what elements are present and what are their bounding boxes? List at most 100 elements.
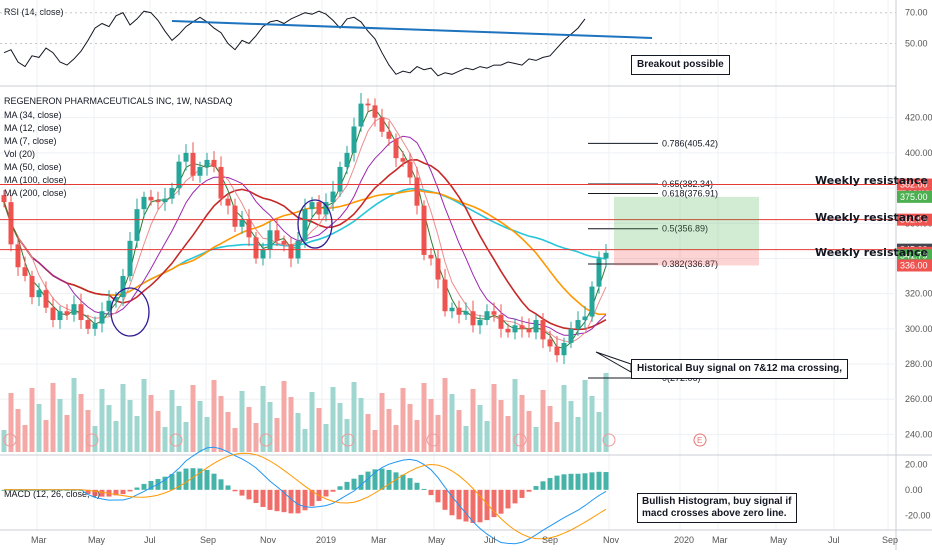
candle-body: [267, 230, 273, 250]
candle-body: [232, 205, 238, 227]
volume-bar: [435, 415, 441, 452]
macd-histogram-bar: [113, 489, 119, 496]
macd-histogram-bar: [176, 471, 182, 490]
volume-bar: [589, 396, 595, 452]
macd-tick-label: 0.00: [905, 485, 923, 495]
rsi-trendline: [171, 20, 653, 39]
macd-histogram-bar: [358, 474, 364, 490]
volume-bar: [407, 404, 413, 452]
price-tag: [897, 190, 932, 203]
macd-histogram-bar: [540, 481, 546, 490]
macd-histogram-bar: [582, 473, 588, 490]
macd-histogram-bar: [477, 489, 483, 523]
macd-histogram-bar: [239, 489, 245, 496]
candle-body: [435, 258, 441, 280]
x-axis-label: May: [428, 535, 446, 545]
x-axis-label: Mar: [31, 535, 47, 545]
candle-body: [372, 105, 378, 118]
x-axis-label: Nov: [603, 535, 620, 545]
candle-body: [554, 346, 560, 356]
macd-histogram-bar: [1, 489, 7, 491]
macd-histogram-bar: [442, 489, 448, 510]
volume-bar: [43, 420, 49, 452]
candle-body: [64, 311, 70, 315]
macd-histogram-bar: [204, 469, 210, 490]
macd-note: Bullish Histogram, buy signal if macd cr…: [637, 493, 797, 523]
macd-histogram-bar: [428, 489, 434, 496]
candle-body: [484, 311, 490, 321]
candle-body: [526, 328, 532, 333]
candle-body: [407, 161, 413, 178]
drawing-overlays: 0.786(405.42) 0.65(382.34)0.618(376.91) 0.…: [0, 138, 896, 447]
volume-bar: [281, 381, 287, 452]
volume-bar: [134, 416, 140, 452]
macd-histogram-bar: [15, 489, 21, 491]
signal-line: [4, 452, 607, 540]
price-tick-label: 300.00: [905, 324, 932, 334]
candle-body: [561, 342, 567, 356]
candle-body: [498, 314, 504, 329]
candle-body: [204, 159, 210, 167]
volume-bar: [57, 399, 63, 452]
candle-body: [169, 188, 175, 199]
macd-histogram-bar: [183, 468, 189, 490]
volume-bar: [8, 393, 14, 452]
volume-bar: [99, 389, 105, 452]
candle-body: [400, 158, 406, 162]
candle-body: [547, 339, 553, 347]
macd-histogram-bar: [64, 489, 70, 491]
volume-bar: [568, 401, 574, 452]
macd-histogram-bar: [393, 472, 399, 490]
volume-bar: [505, 416, 511, 452]
volume-bar: [393, 425, 399, 452]
macd-histogram-bar: [260, 489, 266, 507]
candle-body: [491, 311, 497, 315]
macd-tick-label: 20.00: [905, 459, 928, 469]
candle-body: [162, 198, 168, 203]
candle-body: [190, 152, 196, 176]
candle-body: [176, 161, 182, 189]
price-tick-label: 420.00: [905, 113, 932, 123]
volume-bar: [484, 421, 490, 452]
macd-histogram-bar: [407, 478, 413, 490]
candle-body: [211, 159, 217, 167]
candle-body: [414, 177, 420, 206]
volume-bar: [372, 430, 378, 452]
x-axis-label: Mar: [371, 535, 387, 545]
volume-bar: [106, 405, 112, 452]
macd-histogram-bar: [484, 489, 490, 521]
candle-body: [71, 304, 77, 315]
stop-zone: [614, 249, 759, 266]
macd-histogram-bar: [120, 489, 126, 495]
earnings-marker: [259, 433, 273, 447]
macd-histogram-bar: [71, 489, 77, 491]
macd-histogram-bar: [50, 489, 56, 491]
macd-histogram-bar: [337, 486, 343, 490]
candle-body: [22, 267, 28, 277]
volume-bar: [456, 410, 462, 452]
volume-bar: [302, 429, 308, 452]
volume-bar: [169, 390, 175, 452]
volume-bar: [512, 379, 518, 452]
volume-bar: [85, 410, 91, 452]
volume-bar: [288, 397, 294, 452]
candle-body: [540, 320, 546, 340]
macd-tick-label: -20.00: [905, 510, 931, 520]
macd-histogram-bar: [134, 487, 140, 490]
earnings-marker-label: E: [697, 436, 702, 445]
macd-histogram-bar: [561, 474, 567, 490]
candle-body: [428, 254, 434, 259]
macd-histogram-bar: [449, 489, 455, 516]
earnings-marker: [169, 433, 183, 447]
candle-body: [477, 320, 483, 326]
volume-bar: [15, 409, 21, 452]
candle-body: [302, 209, 308, 241]
volume-bar: [547, 406, 553, 452]
axes: 420.00400.00380.00360.00340.00320.00300.…: [4, 96, 932, 545]
buy-signal-note: Historical Buy signal on 7&12 ma crossin…: [631, 359, 849, 379]
macd-histogram-bar: [190, 468, 196, 490]
macd-histogram-bar: [8, 489, 14, 491]
x-axis-label: Jul: [484, 535, 496, 545]
